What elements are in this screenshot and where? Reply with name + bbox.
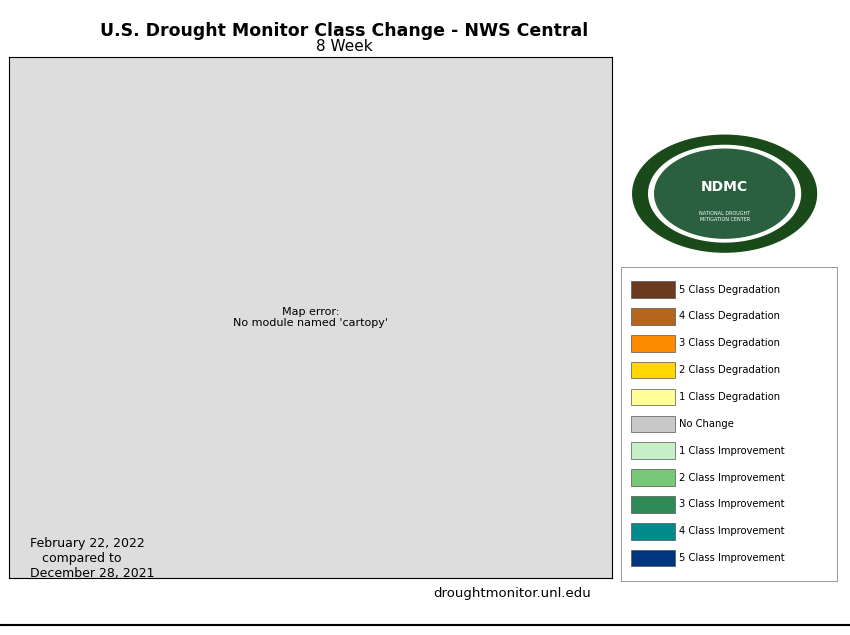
Text: 3 Class Improvement: 3 Class Improvement <box>679 500 785 509</box>
Text: 4 Class Improvement: 4 Class Improvement <box>679 526 785 537</box>
Text: 8 Week: 8 Week <box>316 39 372 55</box>
FancyBboxPatch shape <box>632 415 675 432</box>
Text: 3 Class Degradation: 3 Class Degradation <box>679 338 780 348</box>
Polygon shape <box>632 135 817 252</box>
Text: 4 Class Degradation: 4 Class Degradation <box>679 311 780 321</box>
Text: droughtmonitor.unl.edu: droughtmonitor.unl.edu <box>433 587 591 600</box>
Text: NATIONAL DROUGHT
MITIGATION CENTER: NATIONAL DROUGHT MITIGATION CENTER <box>699 211 751 222</box>
Text: U.S. Drought Monitor Class Change - NWS Central: U.S. Drought Monitor Class Change - NWS … <box>100 22 588 40</box>
FancyBboxPatch shape <box>632 523 675 540</box>
Polygon shape <box>649 145 801 242</box>
Text: 5 Class Degradation: 5 Class Degradation <box>679 284 780 295</box>
FancyBboxPatch shape <box>632 469 675 486</box>
FancyBboxPatch shape <box>632 362 675 378</box>
Text: 1 Class Improvement: 1 Class Improvement <box>679 446 785 456</box>
Text: February 22, 2022
   compared to
December 28, 2021: February 22, 2022 compared to December 2… <box>30 537 154 580</box>
Text: 2 Class Degradation: 2 Class Degradation <box>679 365 780 375</box>
FancyBboxPatch shape <box>632 308 675 324</box>
Text: No Change: No Change <box>679 419 734 429</box>
FancyBboxPatch shape <box>632 389 675 405</box>
Text: Map error:
No module named 'cartopy': Map error: No module named 'cartopy' <box>233 307 388 328</box>
Polygon shape <box>654 149 795 238</box>
FancyBboxPatch shape <box>632 550 675 566</box>
FancyBboxPatch shape <box>632 281 675 298</box>
FancyBboxPatch shape <box>632 443 675 459</box>
Text: NDMC: NDMC <box>701 180 748 194</box>
Text: 5 Class Improvement: 5 Class Improvement <box>679 553 785 563</box>
Text: 1 Class Degradation: 1 Class Degradation <box>679 392 780 402</box>
FancyBboxPatch shape <box>632 335 675 352</box>
Text: 2 Class Improvement: 2 Class Improvement <box>679 472 785 483</box>
FancyBboxPatch shape <box>632 496 675 513</box>
